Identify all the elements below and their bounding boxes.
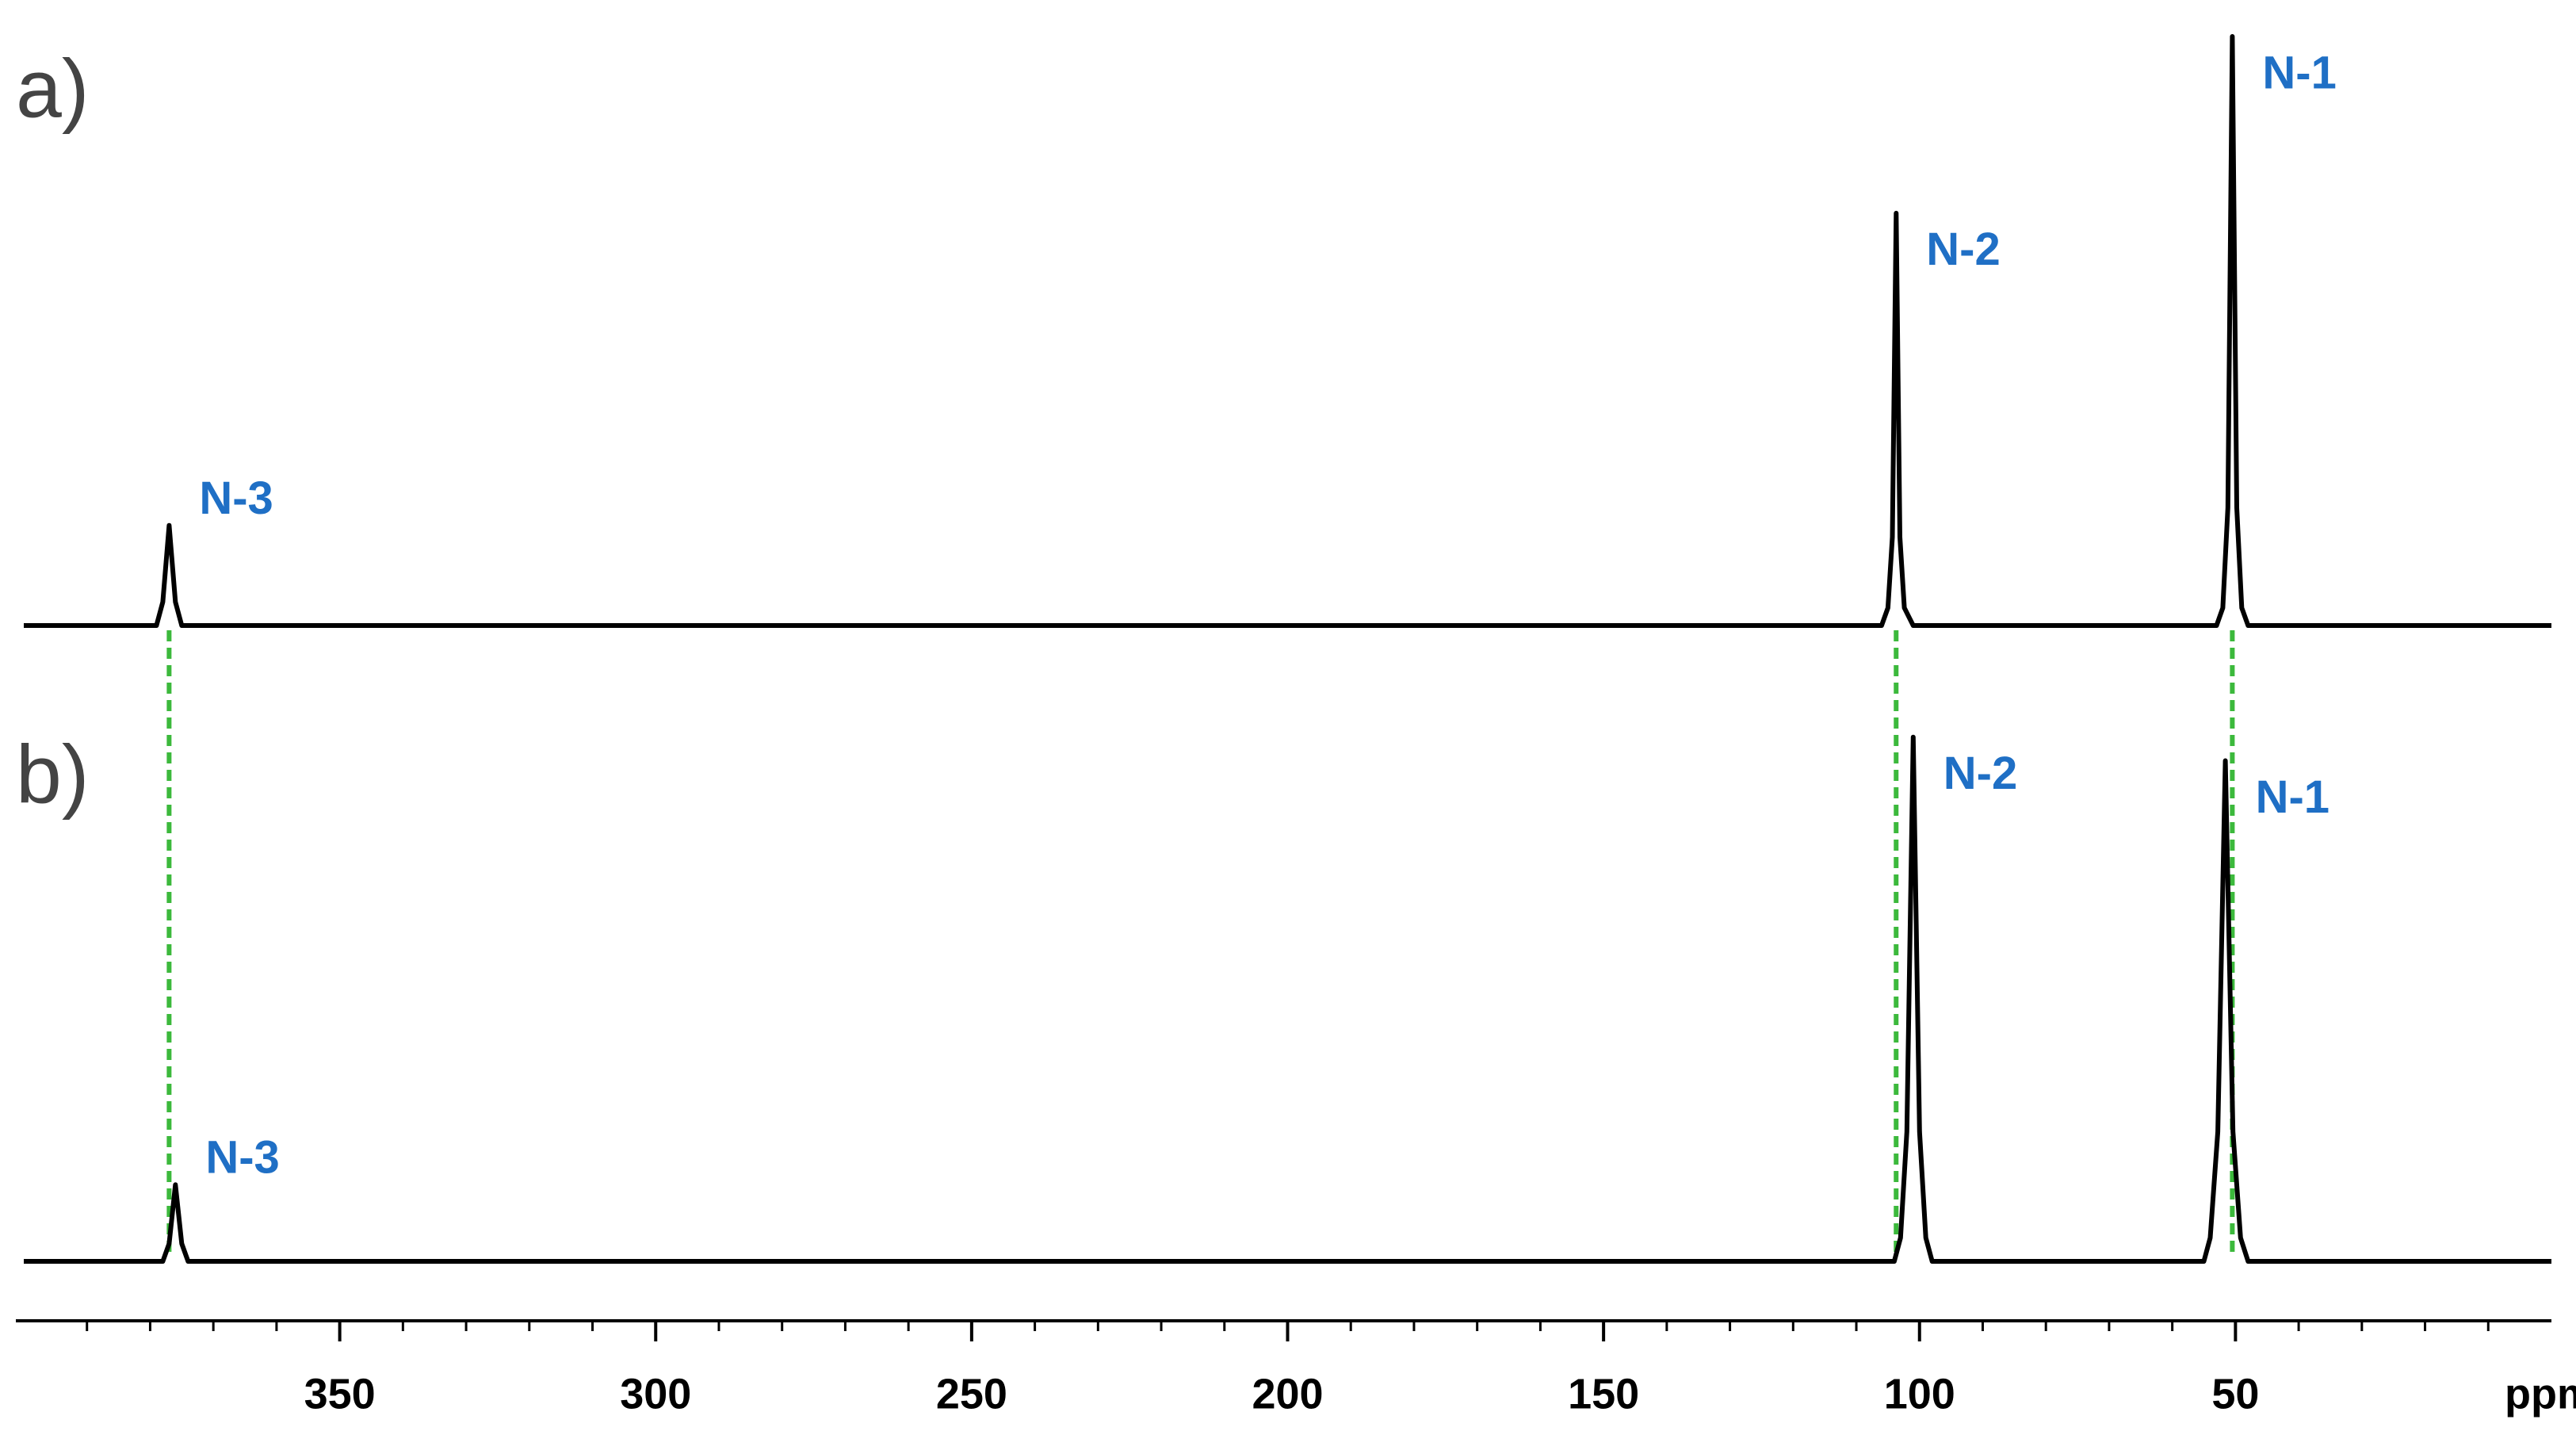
peak-label: N-1 — [2262, 47, 2336, 98]
x-tick-label: 150 — [1568, 1370, 1639, 1418]
peak-label: N-2 — [1926, 224, 2000, 275]
peak-label: N-3 — [205, 1132, 279, 1184]
x-tick-label: 200 — [1252, 1370, 1323, 1418]
spectrum — [24, 734, 2551, 1264]
x-tick-label: 300 — [620, 1370, 691, 1418]
peak-label: N-2 — [1943, 748, 2017, 799]
x-axis-label: ppm — [2505, 1370, 2576, 1418]
panel-label: b) — [16, 729, 89, 821]
spectrum — [24, 34, 2551, 628]
x-tick-label: 100 — [1884, 1370, 1955, 1418]
x-tick-label: 250 — [936, 1370, 1007, 1418]
x-tick-label: 350 — [304, 1370, 376, 1418]
peak-label: N-3 — [199, 473, 273, 524]
x-tick-label: 50 — [2211, 1370, 2259, 1418]
panel-label: a) — [16, 43, 89, 135]
peak-label: N-1 — [2256, 771, 2329, 823]
